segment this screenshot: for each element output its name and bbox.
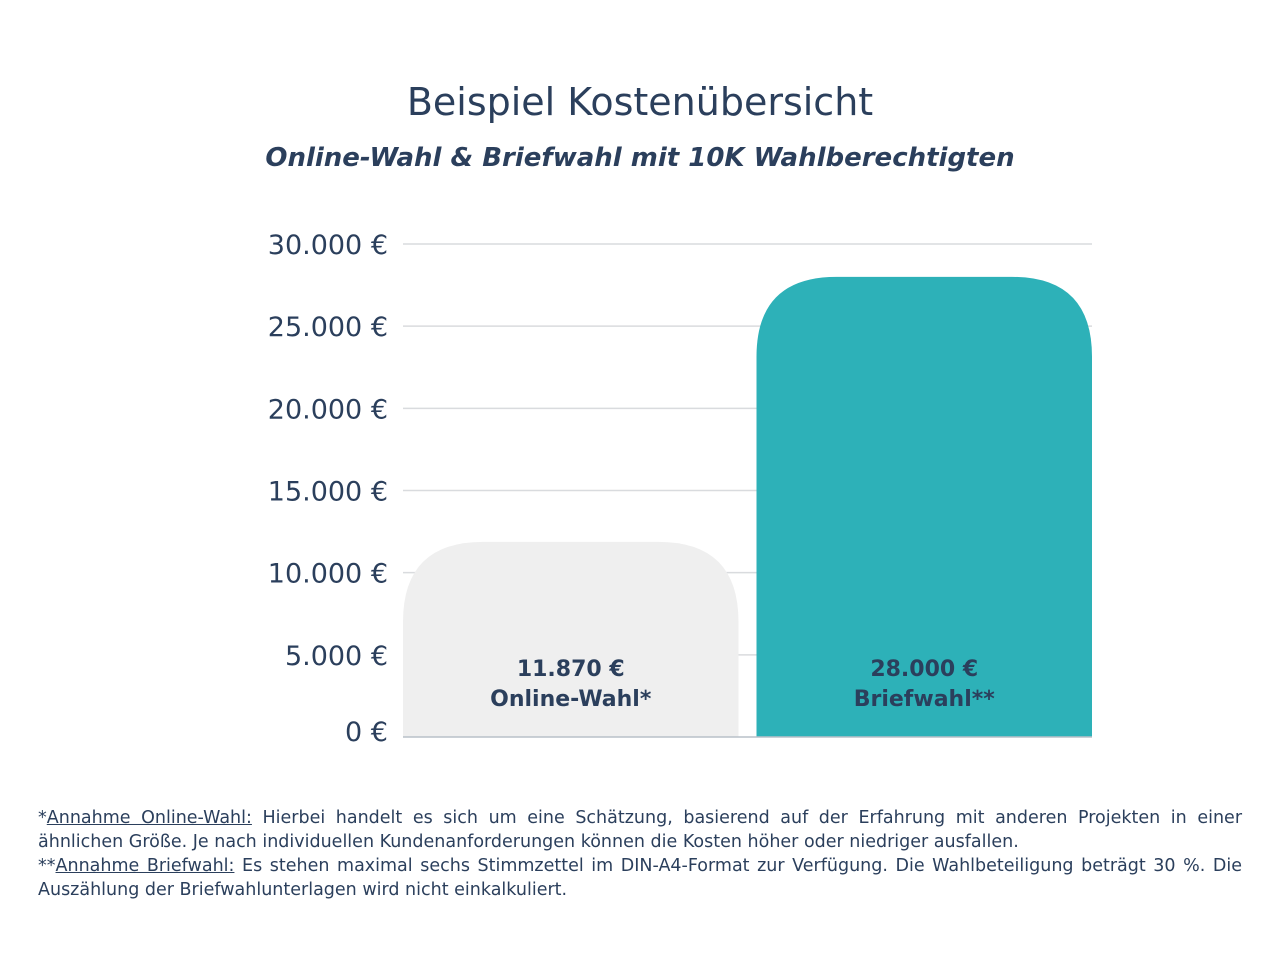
bar-category-label: Online-Wahl* — [490, 687, 652, 712]
bar-value-label: 11.870 € — [517, 657, 625, 682]
y-tick-label: 30.000 € — [268, 230, 388, 261]
bar-category-label: Briefwahl** — [854, 687, 996, 712]
footnote-heading: Annahme Online-Wahl: — [46, 808, 252, 828]
chart-title: Beispiel Kostenübersicht — [406, 80, 874, 124]
bar-briefwahl — [756, 276, 1092, 737]
footnote-heading: Annahme Briefwahl: — [55, 856, 235, 876]
y-tick-label: 15.000 € — [268, 477, 388, 508]
y-tick-label: 25.000 € — [268, 312, 388, 343]
y-tick-label: 10.000 € — [268, 559, 388, 590]
footnotes: *Annahme Online-Wahl: Hierbei handelt es… — [38, 806, 1242, 902]
chart-subtitle: Online-Wahl & Briefwahl mit 10K Wahlbere… — [265, 143, 1015, 173]
y-axis-tick-labels: 0 € 5.000 € 10.000 € 15.000 € 20.000 € 25.000… — [268, 230, 388, 748]
footnote-online-wahl: *Annahme Online-Wahl: Hierbei handelt es… — [38, 806, 1242, 854]
bar-labels: 11.870 € Online-Wahl* 28.000 € Briefwahl** — [490, 657, 995, 712]
bar-chart: 0 € 5.000 € 10.000 € 15.000 € 20.000 € 25.000… — [268, 230, 1092, 748]
y-tick-label: 20.000 € — [268, 394, 388, 425]
bar-online-wahl — [403, 541, 739, 737]
y-tick-label: 0 € — [345, 717, 388, 748]
footnote-marker: * — [38, 808, 47, 828]
footnote-text: Es stehen maximal sechs Stimmzettel im D… — [38, 856, 1243, 900]
bar-value-label: 28.000 € — [870, 657, 978, 682]
footnote-briefwahl: **Annahme Briefwahl: Es stehen maximal s… — [38, 854, 1242, 902]
bars — [403, 276, 1092, 737]
footnote-text: Hierbei handelt es sich um eine Schätzun… — [38, 808, 1243, 852]
footnote-marker: ** — [38, 856, 56, 876]
y-tick-label: 5.000 € — [285, 641, 388, 672]
